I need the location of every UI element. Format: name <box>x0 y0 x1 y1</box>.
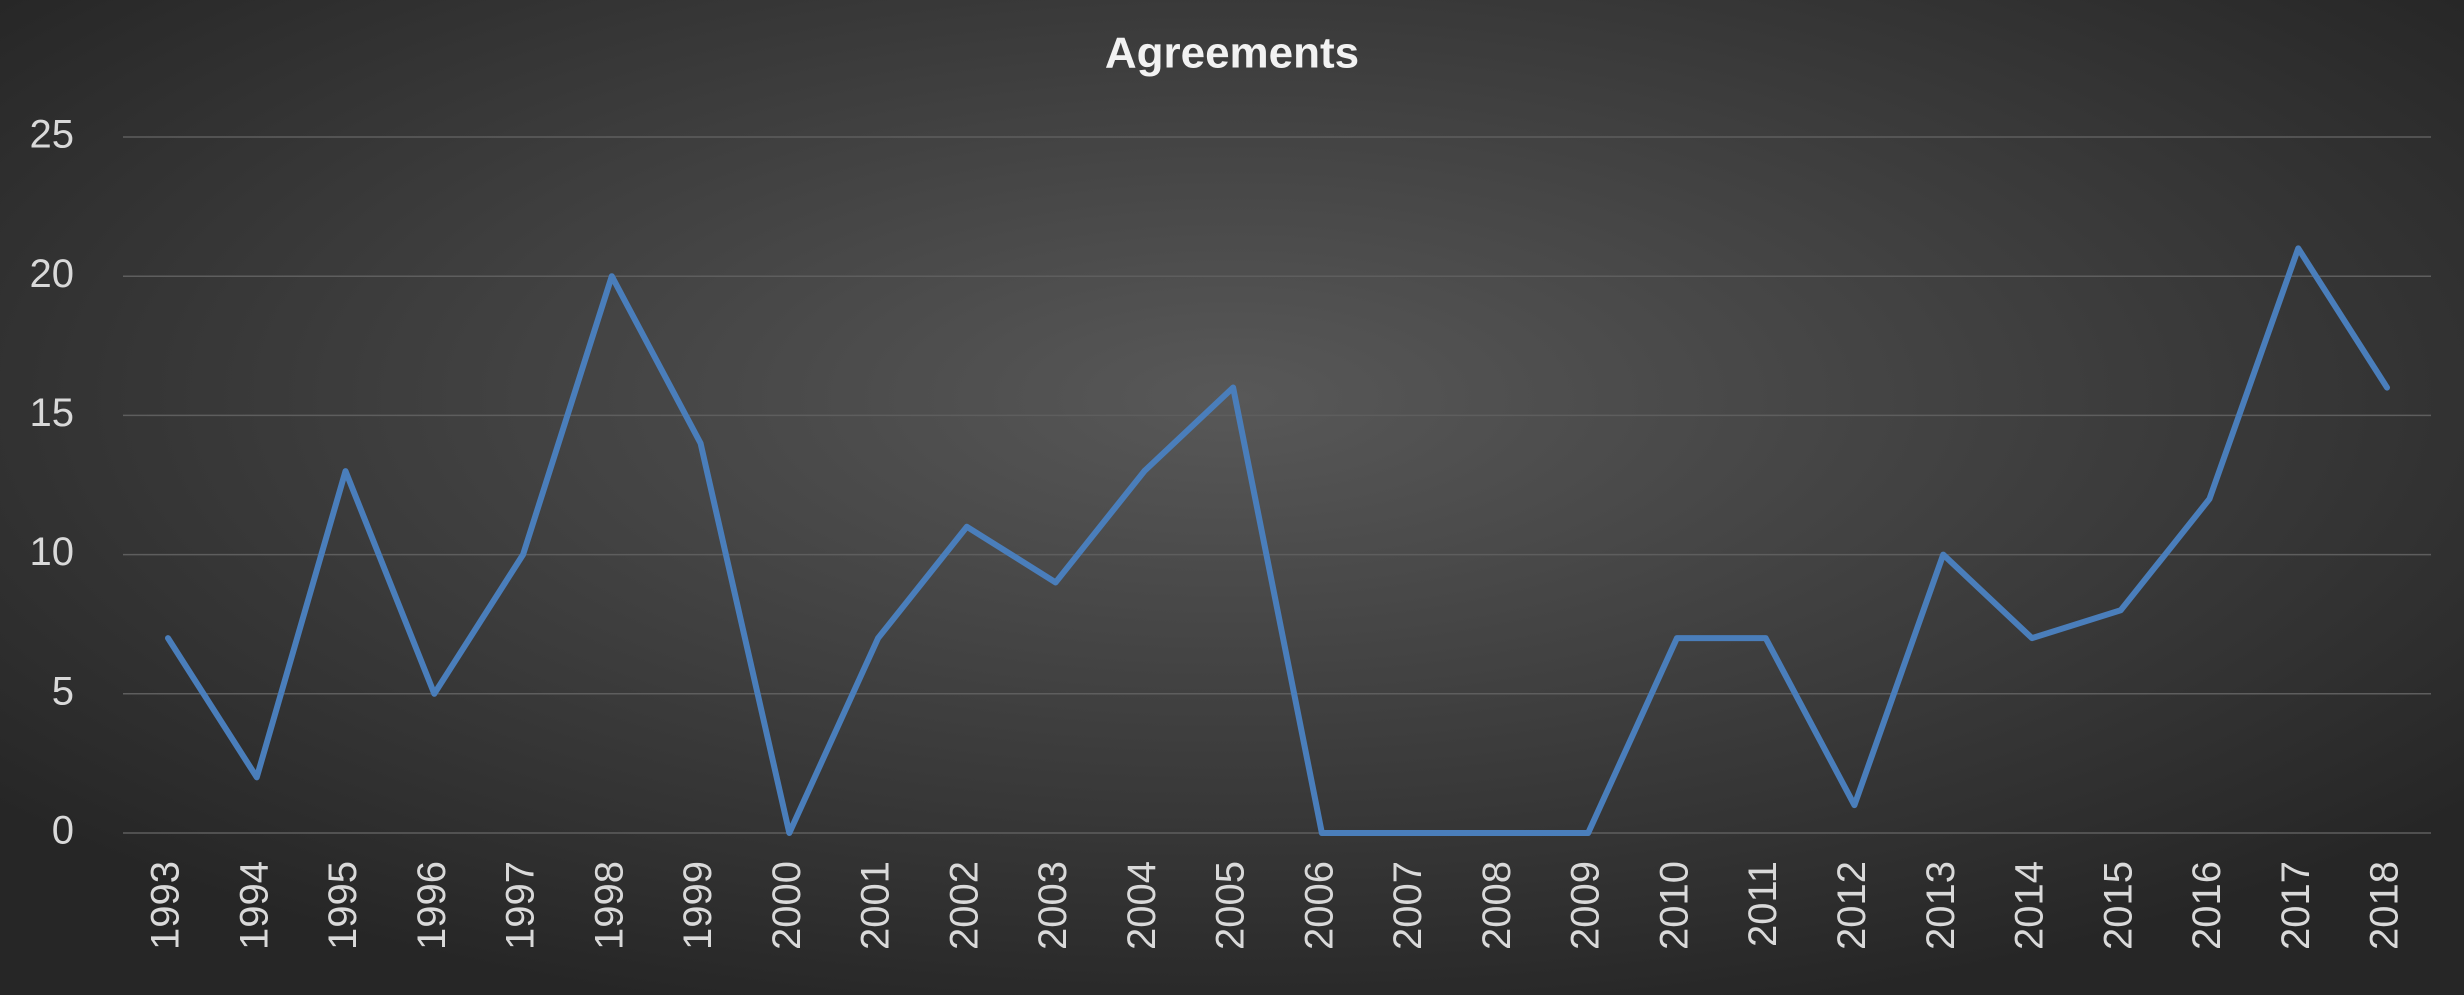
x-tick-label: 2005 <box>1209 861 1253 950</box>
x-tick-label: 2003 <box>1031 861 1075 950</box>
y-tick-label: 0 <box>52 809 74 853</box>
x-tick-label: 1994 <box>232 861 276 950</box>
y-tick-label: 15 <box>30 391 75 435</box>
y-tick-label: 20 <box>30 252 75 296</box>
x-tick-label: 1999 <box>676 861 720 950</box>
data-line <box>165 245 2390 836</box>
x-tick-label: 2001 <box>854 861 898 950</box>
x-tick-label: 2000 <box>765 861 809 950</box>
y-tick-label: 5 <box>52 669 74 713</box>
x-tick-label: 1998 <box>587 861 631 950</box>
x-tick-label: 2018 <box>2363 861 2407 950</box>
x-tick-label: 2004 <box>1120 861 1164 950</box>
x-tick-label: 1997 <box>499 861 543 950</box>
x-tick-label: 2015 <box>2096 861 2140 950</box>
y-tick-label: 10 <box>30 530 75 574</box>
x-tick-label: 2006 <box>1297 861 1341 950</box>
x-tick-label: 1996 <box>410 861 454 950</box>
x-tick-label: 2016 <box>2185 861 2229 950</box>
x-tick-label: 1993 <box>144 861 188 950</box>
x-tick-label: 2007 <box>1386 861 1430 950</box>
x-tick-label: 1995 <box>321 861 365 950</box>
x-tick-label: 2013 <box>1919 861 1963 950</box>
x-tick-label: 2010 <box>1652 861 1696 950</box>
x-tick-label: 2002 <box>942 861 986 950</box>
x-tick-label: 2011 <box>1741 861 1785 947</box>
x-tick-label: 2012 <box>1830 861 1874 950</box>
x-tick-label: 2014 <box>2008 861 2052 950</box>
x-tick-label: 2008 <box>1475 861 1519 950</box>
chart-title: Agreements <box>1105 29 1359 78</box>
x-tick-label: 2017 <box>2274 861 2318 950</box>
y-tick-label: 25 <box>30 113 75 157</box>
x-tick-label: 2009 <box>1564 861 1608 950</box>
